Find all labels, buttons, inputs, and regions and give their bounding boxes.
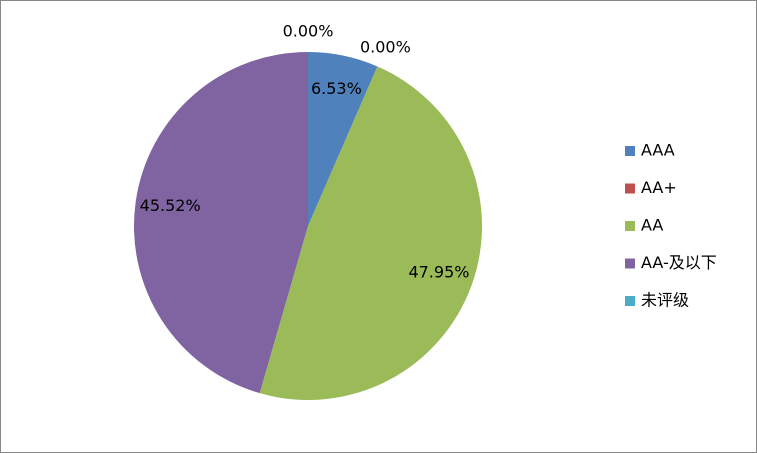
legend-label: 未评级	[641, 291, 689, 310]
pie-slice	[134, 52, 308, 394]
legend-label: AA+	[641, 178, 677, 197]
data-label: 0.00%	[360, 38, 411, 57]
legend-label: AAA	[641, 141, 675, 160]
data-label: 6.53%	[311, 79, 362, 98]
legend-label: AA	[641, 216, 663, 235]
legend-swatch	[625, 183, 635, 194]
legend-swatch	[625, 258, 635, 269]
legend-swatch	[625, 221, 635, 231]
data-label: 0.00%	[283, 22, 334, 41]
data-label: 47.95%	[408, 263, 469, 282]
data-label: 45.52%	[140, 196, 201, 215]
pie-slice	[308, 52, 378, 226]
legend-label: AA-及以下	[641, 253, 717, 272]
legend-swatch	[625, 296, 635, 306]
legend-swatch	[625, 146, 635, 156]
pie-slice	[259, 66, 482, 401]
